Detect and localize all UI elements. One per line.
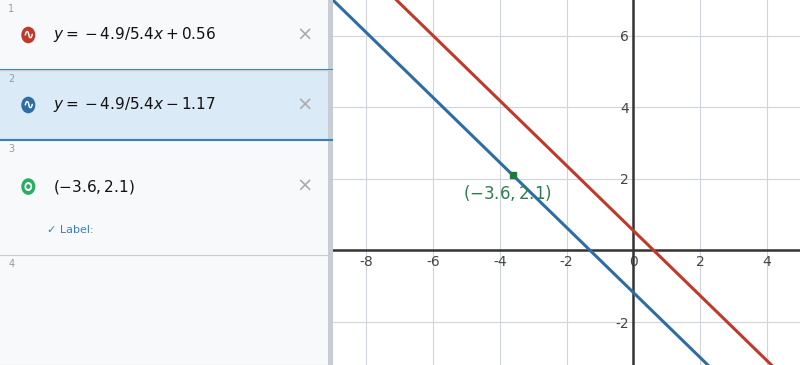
Ellipse shape bbox=[22, 179, 34, 194]
Text: ×: × bbox=[297, 177, 313, 196]
FancyBboxPatch shape bbox=[328, 0, 333, 365]
Text: ∿: ∿ bbox=[22, 28, 34, 42]
Ellipse shape bbox=[27, 185, 30, 188]
FancyBboxPatch shape bbox=[0, 255, 333, 365]
Ellipse shape bbox=[22, 97, 34, 112]
Text: 1: 1 bbox=[8, 4, 14, 14]
Ellipse shape bbox=[25, 183, 31, 191]
Text: 4: 4 bbox=[8, 259, 14, 269]
Text: ×: × bbox=[297, 96, 313, 115]
FancyBboxPatch shape bbox=[0, 70, 333, 140]
Text: 2: 2 bbox=[8, 74, 14, 84]
FancyBboxPatch shape bbox=[0, 0, 333, 70]
FancyBboxPatch shape bbox=[0, 140, 333, 255]
Text: ✓ Label:: ✓ Label: bbox=[46, 225, 94, 235]
Ellipse shape bbox=[22, 27, 34, 43]
Text: $(-3.6, 2.1)$: $(-3.6, 2.1)$ bbox=[54, 177, 135, 196]
Text: $y = -4.9/5.4x + 0.56$: $y = -4.9/5.4x + 0.56$ bbox=[54, 26, 217, 45]
Text: ×: × bbox=[297, 26, 313, 45]
Text: $y = -4.9/5.4x - 1.17$: $y = -4.9/5.4x - 1.17$ bbox=[54, 96, 216, 115]
Text: $(-3.6, 2.1)$: $(-3.6, 2.1)$ bbox=[463, 182, 552, 203]
Text: ∿: ∿ bbox=[22, 98, 34, 112]
Text: 3: 3 bbox=[8, 144, 14, 154]
